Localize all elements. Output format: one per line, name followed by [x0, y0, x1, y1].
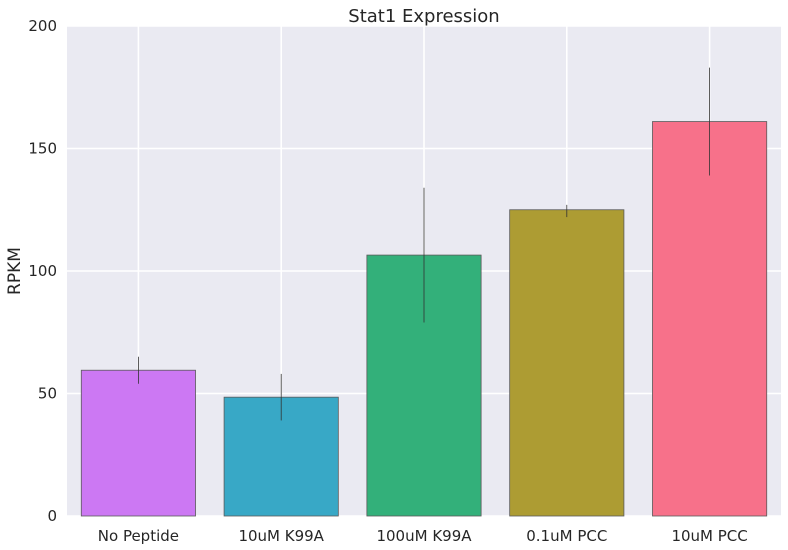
- x-tick-label: 10uM PCC: [671, 527, 747, 545]
- x-tick-label: 0.1uM PCC: [526, 527, 607, 545]
- x-tick-label: 100uM K99A: [376, 527, 472, 545]
- bar-4: [509, 209, 625, 517]
- bar-1: [80, 369, 196, 517]
- x-tick-labels: No Peptide 10uM K99A 100uM K99A 0.1uM PCC 10…: [98, 527, 748, 545]
- y-axis-label: RPKM: [5, 247, 25, 295]
- y-tick-labels: 0 50 100 150 200: [28, 17, 57, 525]
- y-tick-label: 200: [28, 17, 57, 35]
- x-tick-label: 10uM K99A: [238, 527, 324, 545]
- x-tick-label: No Peptide: [98, 527, 179, 545]
- y-tick-label: 0: [47, 507, 57, 525]
- bar-5: [652, 121, 768, 517]
- y-tick-label: 150: [28, 140, 57, 158]
- chart-title: Stat1 Expression: [348, 6, 499, 27]
- error-bars: [137, 67, 710, 421]
- y-tick-label: 50: [38, 385, 57, 403]
- y-tick-label: 100: [28, 262, 57, 280]
